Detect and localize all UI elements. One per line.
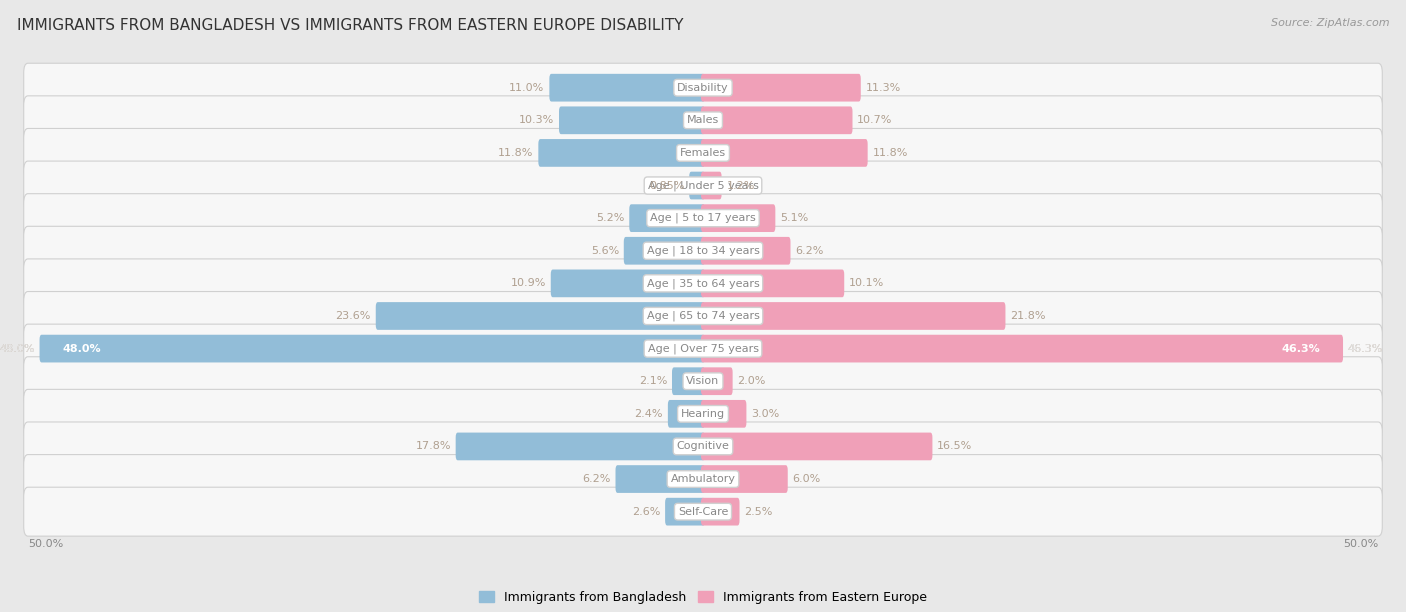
Text: 2.6%: 2.6% [631, 507, 661, 517]
Text: 5.2%: 5.2% [596, 213, 624, 223]
FancyBboxPatch shape [702, 367, 733, 395]
FancyBboxPatch shape [624, 237, 704, 264]
Text: 23.6%: 23.6% [336, 311, 371, 321]
FancyBboxPatch shape [24, 357, 1382, 406]
Text: 17.8%: 17.8% [415, 441, 451, 452]
Text: 10.9%: 10.9% [510, 278, 546, 288]
Text: Hearing: Hearing [681, 409, 725, 419]
FancyBboxPatch shape [24, 487, 1382, 536]
Text: 0.85%: 0.85% [650, 181, 685, 190]
Text: 48.0%: 48.0% [0, 343, 35, 354]
Text: Vision: Vision [686, 376, 720, 386]
Text: Age | 18 to 34 years: Age | 18 to 34 years [647, 245, 759, 256]
Text: 6.2%: 6.2% [582, 474, 610, 484]
Text: 10.7%: 10.7% [858, 115, 893, 125]
FancyBboxPatch shape [560, 106, 704, 134]
FancyBboxPatch shape [702, 172, 721, 200]
Text: 2.1%: 2.1% [638, 376, 668, 386]
Text: Self-Care: Self-Care [678, 507, 728, 517]
FancyBboxPatch shape [24, 226, 1382, 275]
FancyBboxPatch shape [702, 465, 787, 493]
Text: Females: Females [681, 148, 725, 158]
FancyBboxPatch shape [702, 335, 1343, 362]
Text: IMMIGRANTS FROM BANGLADESH VS IMMIGRANTS FROM EASTERN EUROPE DISABILITY: IMMIGRANTS FROM BANGLADESH VS IMMIGRANTS… [17, 18, 683, 34]
Text: Age | 65 to 74 years: Age | 65 to 74 years [647, 311, 759, 321]
Text: 21.8%: 21.8% [1011, 311, 1046, 321]
Text: Age | 5 to 17 years: Age | 5 to 17 years [650, 213, 756, 223]
Text: 46.3%: 46.3% [1348, 343, 1384, 354]
Text: 50.0%: 50.0% [1343, 539, 1378, 550]
FancyBboxPatch shape [702, 204, 775, 232]
Text: 11.8%: 11.8% [873, 148, 908, 158]
Text: 46.3%: 46.3% [1281, 343, 1320, 354]
FancyBboxPatch shape [24, 193, 1382, 242]
Text: 11.3%: 11.3% [866, 83, 901, 92]
Text: Males: Males [688, 115, 718, 125]
FancyBboxPatch shape [24, 129, 1382, 177]
Text: Ambulatory: Ambulatory [671, 474, 735, 484]
FancyBboxPatch shape [702, 400, 747, 428]
Text: 6.0%: 6.0% [793, 474, 821, 484]
Text: 10.3%: 10.3% [519, 115, 554, 125]
Text: 2.0%: 2.0% [738, 376, 766, 386]
FancyBboxPatch shape [551, 269, 704, 297]
FancyBboxPatch shape [24, 63, 1382, 112]
FancyBboxPatch shape [24, 422, 1382, 471]
Text: 50.0%: 50.0% [28, 539, 63, 550]
Text: Age | 35 to 64 years: Age | 35 to 64 years [647, 278, 759, 289]
FancyBboxPatch shape [702, 237, 790, 264]
FancyBboxPatch shape [24, 455, 1382, 504]
Text: Source: ZipAtlas.com: Source: ZipAtlas.com [1271, 18, 1389, 28]
Text: 3.0%: 3.0% [751, 409, 779, 419]
Text: 6.2%: 6.2% [796, 246, 824, 256]
Text: Age | Under 5 years: Age | Under 5 years [648, 181, 758, 191]
Text: 10.1%: 10.1% [849, 278, 884, 288]
Text: 2.4%: 2.4% [634, 409, 664, 419]
FancyBboxPatch shape [702, 269, 844, 297]
FancyBboxPatch shape [665, 498, 704, 526]
FancyBboxPatch shape [616, 465, 704, 493]
FancyBboxPatch shape [630, 204, 704, 232]
FancyBboxPatch shape [24, 389, 1382, 438]
FancyBboxPatch shape [550, 74, 704, 102]
Text: Cognitive: Cognitive [676, 441, 730, 452]
FancyBboxPatch shape [24, 291, 1382, 340]
Text: 2.5%: 2.5% [744, 507, 773, 517]
Text: 5.6%: 5.6% [591, 246, 619, 256]
FancyBboxPatch shape [24, 96, 1382, 145]
Text: 16.5%: 16.5% [938, 441, 973, 452]
FancyBboxPatch shape [668, 400, 704, 428]
Text: 5.1%: 5.1% [780, 213, 808, 223]
FancyBboxPatch shape [24, 259, 1382, 308]
FancyBboxPatch shape [702, 106, 852, 134]
FancyBboxPatch shape [375, 302, 704, 330]
FancyBboxPatch shape [689, 172, 704, 200]
Text: 1.2%: 1.2% [727, 181, 755, 190]
FancyBboxPatch shape [672, 367, 704, 395]
FancyBboxPatch shape [702, 498, 740, 526]
Text: 48.0%: 48.0% [62, 343, 101, 354]
FancyBboxPatch shape [39, 335, 704, 362]
FancyBboxPatch shape [702, 139, 868, 167]
FancyBboxPatch shape [702, 74, 860, 102]
Legend: Immigrants from Bangladesh, Immigrants from Eastern Europe: Immigrants from Bangladesh, Immigrants f… [474, 586, 932, 609]
Text: 46.3%: 46.3% [1348, 343, 1384, 354]
Text: 11.8%: 11.8% [498, 148, 533, 158]
FancyBboxPatch shape [702, 302, 1005, 330]
Text: Disability: Disability [678, 83, 728, 92]
FancyBboxPatch shape [24, 161, 1382, 210]
Text: 48.0%: 48.0% [0, 343, 35, 354]
Text: Age | Over 75 years: Age | Over 75 years [648, 343, 758, 354]
FancyBboxPatch shape [702, 433, 932, 460]
FancyBboxPatch shape [456, 433, 704, 460]
FancyBboxPatch shape [24, 324, 1382, 373]
Text: 11.0%: 11.0% [509, 83, 544, 92]
FancyBboxPatch shape [538, 139, 704, 167]
